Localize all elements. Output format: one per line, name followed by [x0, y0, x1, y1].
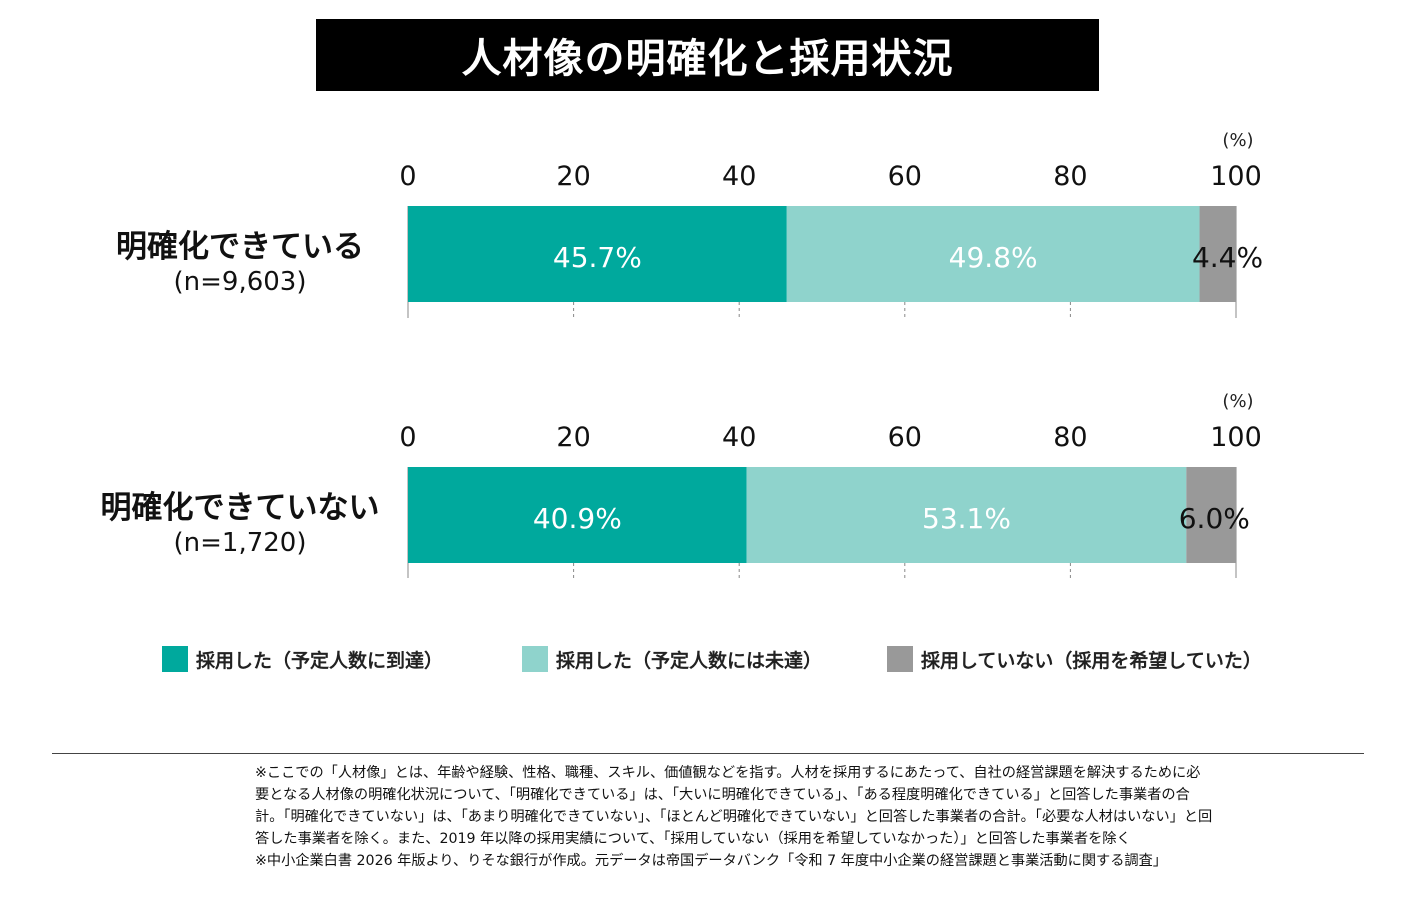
- data-label: 53.1%: [922, 502, 1011, 535]
- data-label: 49.8%: [949, 241, 1038, 274]
- legend-item-not-hired: 採用していない（採用を希望していた）: [887, 644, 1262, 674]
- unit-label: (%): [1222, 130, 1253, 151]
- bar-segment-3: [1186, 467, 1236, 563]
- legend-label-not-reached: 採用した（予定人数には未達）: [556, 649, 823, 672]
- bar-segment-2: [746, 467, 1187, 563]
- x-tick-label: 20: [556, 422, 590, 453]
- bar-segment-3: [1199, 206, 1236, 302]
- category-label: 明確化できていない: [101, 490, 380, 526]
- data-label: 40.9%: [533, 502, 622, 535]
- bar-segment-2: [786, 206, 1200, 302]
- bar-segment-1: [408, 467, 747, 563]
- data-label: 6.0%: [1179, 502, 1250, 535]
- footnotes: ※ここでの「人材像」とは、年齢や経験、性格、職種、スキル、価値観などを指す。人材…: [255, 762, 1370, 872]
- x-tick-label: 40: [722, 422, 756, 453]
- x-tick-label: 80: [1053, 161, 1087, 192]
- legend-swatch-not-hired: [887, 646, 913, 672]
- x-tick-label: 60: [888, 161, 922, 192]
- data-label: 4.4%: [1192, 241, 1263, 274]
- x-tick-label: 40: [722, 161, 756, 192]
- x-tick-label: 80: [1053, 422, 1087, 453]
- x-tick-label: 60: [888, 422, 922, 453]
- footnote-line: ※ここでの「人材像」とは、年齢や経験、性格、職種、スキル、価値観などを指す。人材…: [255, 765, 1201, 781]
- legend-swatch-reached: [162, 646, 188, 672]
- x-tick-label: 100: [1210, 161, 1262, 192]
- footnote-divider: [52, 753, 1364, 754]
- legend-label-not-hired: 採用していない（採用を希望していた）: [921, 649, 1262, 672]
- x-tick-label: 0: [399, 161, 416, 192]
- category-sample-size: (n=9,603): [174, 267, 307, 297]
- unit-label: (%): [1222, 391, 1253, 412]
- legend-label-reached: 採用した（予定人数に到達）: [196, 649, 444, 672]
- bar-segment-1: [408, 206, 787, 302]
- legend-item-reached: 採用した（予定人数に到達）: [162, 644, 443, 674]
- legend-item-not-reached: 採用した（予定人数には未達）: [522, 644, 822, 674]
- data-label: 45.7%: [553, 241, 642, 274]
- x-tick-label: 100: [1210, 422, 1262, 453]
- chart-title: 人材像の明確化と採用状況: [316, 19, 1099, 91]
- footnote-line: ※中小企業白書 2026 年版より、りそな銀行が作成。元データは帝国データバンク…: [255, 853, 1167, 869]
- footnote-line: 要となる人材像の明確化状況について、「明確化できている」は、「大いに明確化できて…: [255, 787, 1190, 803]
- category-label: 明確化できている: [116, 229, 364, 265]
- footnote-line: 答した事業者を除く。また、2019 年以降の採用実績について、「採用していない（…: [255, 831, 1131, 847]
- footnote-line: 計。「明確化できていない」は、「あまり明確化できていない」、「ほとんど明確化でき…: [255, 809, 1213, 825]
- x-tick-label: 0: [399, 422, 416, 453]
- category-sample-size: (n=1,720): [174, 528, 307, 558]
- x-tick-label: 20: [556, 161, 590, 192]
- legend-swatch-not-reached: [522, 646, 548, 672]
- legend: 採用した（予定人数に到達） 採用した（予定人数には未達） 採用していない（採用を…: [162, 644, 1302, 674]
